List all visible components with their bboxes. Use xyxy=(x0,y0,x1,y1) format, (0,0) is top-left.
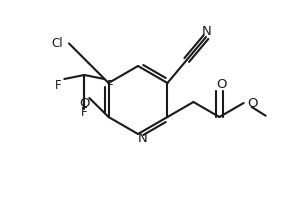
Text: N: N xyxy=(138,132,148,146)
Text: F: F xyxy=(107,78,114,91)
Text: F: F xyxy=(81,106,88,118)
Text: O: O xyxy=(248,96,258,109)
Text: O: O xyxy=(79,96,90,109)
Text: O: O xyxy=(216,77,227,90)
Text: F: F xyxy=(55,78,62,91)
Text: N: N xyxy=(202,25,212,38)
Text: Cl: Cl xyxy=(51,37,63,50)
